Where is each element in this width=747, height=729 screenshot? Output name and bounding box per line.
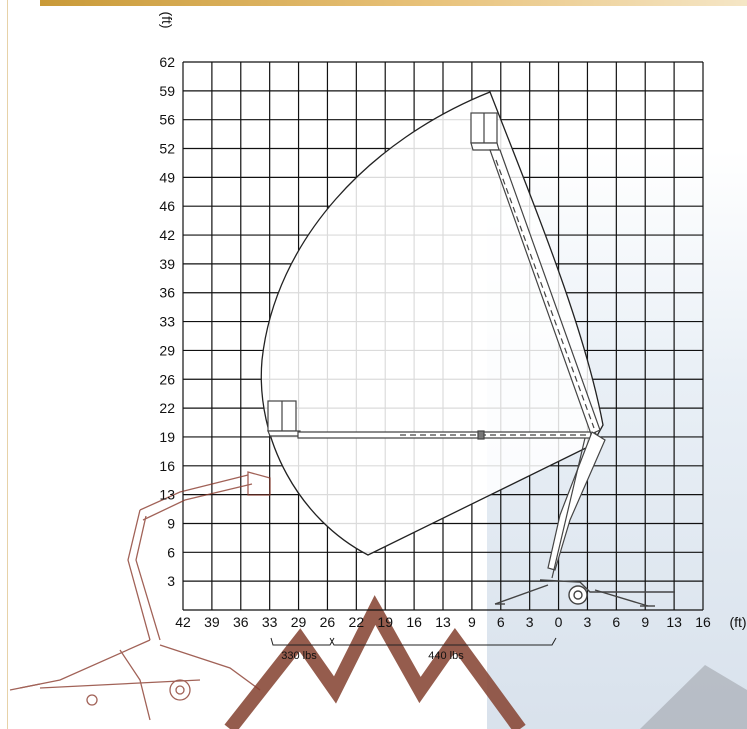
y-tick-label: 39 [159,256,175,272]
x-tick-label: 39 [204,614,220,630]
y-tick-label: 49 [159,169,175,185]
x-tick-label: 13 [666,614,682,630]
x-tick-label: 16 [695,614,711,630]
x-axis-labels: 42 39 36 33 29 26 22 19 16 13 9 6 3 0 3 6 9 13 16 [175,614,711,630]
y-axis-labels: 62 59 56 52 49 46 42 39 36 33 29 26 22 19 16 13 9 6 3 [159,54,175,589]
y-tick-label: 56 [159,112,175,128]
load-label-440: 440 lbs [428,650,464,662]
x-tick-label: 13 [435,614,451,630]
x-tick-label: 29 [291,614,307,630]
x-tick-label: 26 [320,614,336,630]
x-tick-label: 3 [584,614,592,630]
y-tick-label: 62 [159,54,175,70]
x-tick-label: 36 [233,614,249,630]
load-brackets [270,637,557,646]
x-tick-label: 16 [406,614,422,630]
x-tick-label: 42 [175,614,191,630]
y-tick-label: 22 [159,400,175,416]
y-tick-label: 52 [159,141,175,157]
x-tick-label: 22 [349,614,365,630]
x-tick-label: 9 [468,614,476,630]
x-axis-unit: (ft) [729,614,746,630]
y-tick-label: 46 [159,198,175,214]
x-tick-label: 3 [526,614,534,630]
y-tick-label: 16 [159,458,175,474]
x-tick-label: 9 [641,614,649,630]
y-tick-label: 59 [159,83,175,99]
x-tick-label: 6 [612,614,620,630]
y-axis-unit: (ft) [159,11,175,28]
x-tick-label: 0 [555,614,563,630]
y-tick-label: 3 [167,573,175,589]
left-border-line [7,0,8,729]
y-tick-label: 13 [159,487,175,503]
y-tick-label: 36 [159,285,175,301]
y-tick-label: 26 [159,371,175,387]
vertical-boom [470,112,606,579]
y-tick-label: 19 [159,429,175,445]
y-tick-label: 6 [167,544,175,560]
header-accent-bar [40,0,747,6]
y-tick-label: 33 [159,314,175,330]
y-tick-label: 42 [159,227,175,243]
transport-lift-ghost [9,471,271,721]
x-tick-label: 6 [497,614,505,630]
y-tick-label: 29 [159,342,175,358]
load-label-330: 330 lbs [281,650,317,662]
x-tick-label: 19 [377,614,393,630]
y-tick-label: 9 [167,515,175,531]
mountain-grey-bg [640,665,747,729]
lift-chassis [494,579,675,607]
x-tick-label: 33 [262,614,278,630]
